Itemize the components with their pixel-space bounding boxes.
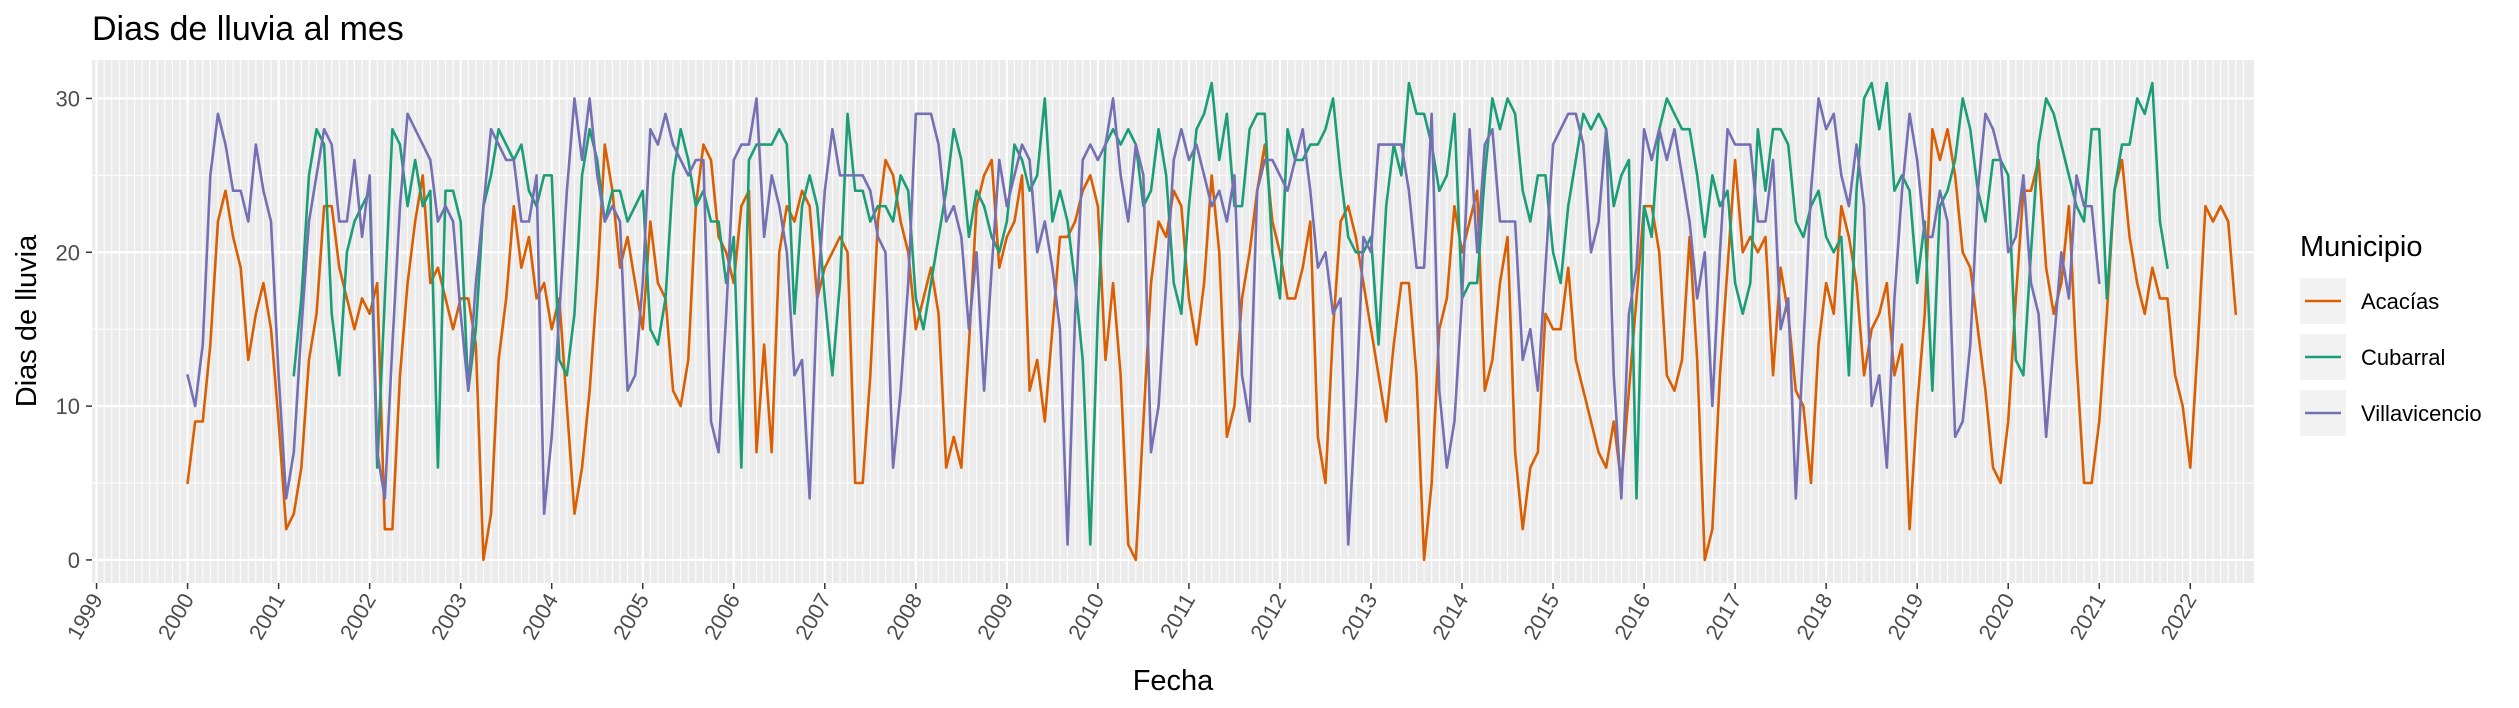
x-tick-label: 2014: [1427, 589, 1473, 644]
x-tick-label: 2020: [1973, 589, 2019, 644]
chart-title: Dias de lluvia al mes: [92, 10, 404, 48]
x-axis-title: Fecha: [1133, 665, 1214, 697]
x-tick-label: 2019: [1882, 589, 1928, 644]
x-tick-label: 1999: [62, 589, 108, 644]
legend: Municipio Acacías Cubarral Villavicencio: [2300, 231, 2482, 436]
y-tick-label: 0: [68, 548, 80, 573]
x-tick-label: 2017: [1700, 589, 1746, 644]
y-tick-label: 20: [56, 240, 80, 265]
legend-label: Cubarral: [2361, 345, 2445, 370]
major-gridlines-y: [92, 97, 2254, 562]
series-lines: [186, 81, 2238, 562]
x-tick-label: 2012: [1245, 589, 1291, 644]
x-tick-label: 2022: [2155, 589, 2201, 644]
x-tick-label: 2003: [426, 589, 472, 644]
legend-label: Villavicencio: [2361, 401, 2482, 426]
x-tick-label: 2001: [244, 589, 290, 644]
x-tick-label: 2000: [153, 589, 199, 644]
y-tick-label: 30: [56, 86, 80, 111]
series-line: [186, 127, 2238, 562]
y-axis-title: Dias de lluvia: [11, 234, 43, 407]
legend-title: Municipio: [2300, 231, 2423, 263]
x-tick-label: 2011: [1155, 589, 1200, 642]
x-tick-label: 2021: [2064, 589, 2110, 644]
x-tick-label: 2018: [1791, 589, 1837, 644]
x-tick-label: 2009: [972, 589, 1018, 644]
y-axis: 0 10 20 30: [56, 86, 92, 573]
x-tick-label: 2004: [517, 589, 563, 644]
x-tick-label: 2015: [1518, 589, 1564, 644]
x-tick-label: 2002: [335, 589, 381, 644]
legend-label: Acacías: [2361, 289, 2439, 314]
x-tick-label: 2008: [881, 589, 927, 644]
x-tick-label: 2007: [790, 589, 836, 644]
x-tick-label: 2010: [1063, 589, 1109, 644]
x-tick-label: 2005: [608, 589, 654, 644]
x-tick-label: 2006: [699, 589, 745, 644]
x-tick-label: 2013: [1336, 589, 1382, 644]
y-tick-label: 10: [56, 394, 80, 419]
x-axis: 1999 2000 2001 2002 2003 2004 2005 2006 2007 2008…: [62, 583, 2202, 644]
x-tick-label: 2016: [1609, 589, 1655, 644]
minor-gridlines-x: [88, 60, 2244, 583]
series-line: [186, 97, 2101, 546]
